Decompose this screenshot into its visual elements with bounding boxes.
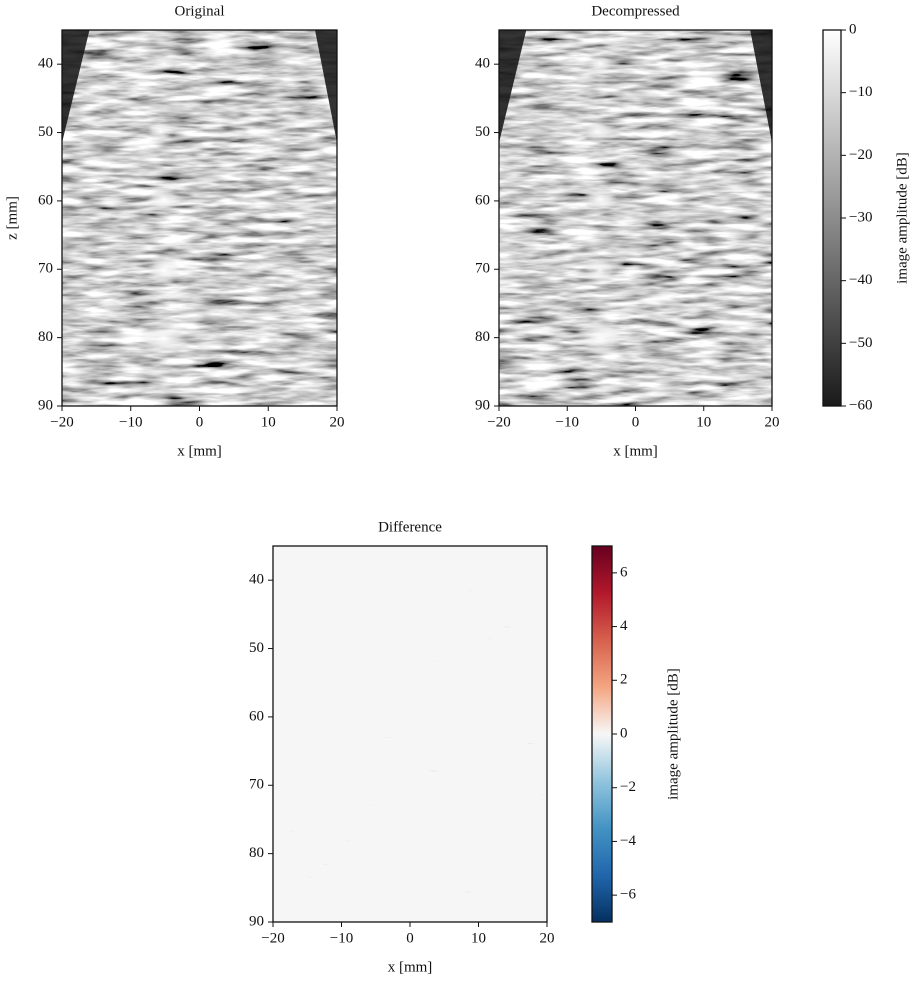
- x-tick-label: 20: [540, 930, 555, 946]
- y-tick-label: 90: [38, 397, 53, 413]
- colorbar-tick-label: −6: [620, 887, 636, 903]
- lesion: [576, 319, 625, 358]
- y-tick-label: 60: [38, 192, 53, 208]
- y-tick-label: 60: [249, 708, 264, 724]
- y-tick-label: 60: [475, 192, 490, 208]
- lesion: [583, 186, 618, 213]
- colorbar-tick-label: 0: [620, 725, 628, 741]
- y-tick-label: 80: [475, 329, 490, 345]
- colorbar-fill: [822, 29, 842, 407]
- panel-title: Decompressed: [591, 3, 680, 19]
- x-tick-label: 0: [406, 930, 414, 946]
- image-panel: −20 −10 0 10 20 40 50 60 70 80 90 Original x [mm] z […: [4, 3, 344, 459]
- colorbar-tick-label: −20: [849, 147, 872, 163]
- colorbar: −6 −4 −2 0 2 4 6 image amplitude [dB]: [591, 545, 681, 923]
- lesion: [146, 186, 181, 213]
- colorbar-tick-label: 2: [620, 672, 628, 688]
- y-tick-label: 40: [475, 56, 490, 72]
- image-speckle: [62, 30, 337, 406]
- colorbar-tick-label: 6: [620, 564, 628, 580]
- x-tick-label: −20: [487, 414, 510, 430]
- y-tick-label: 70: [249, 777, 264, 793]
- x-tick-label: −20: [261, 930, 284, 946]
- colorbar-fill: [591, 545, 613, 923]
- image-panel: −20 −10 0 10 20 40 50 60 70 80 90 Decompressed x [mm…: [475, 3, 780, 459]
- lesion: [588, 55, 613, 72]
- image-speckle: [273, 546, 547, 922]
- y-tick-label: 50: [38, 124, 53, 140]
- y-tick-label: 70: [475, 261, 490, 277]
- colorbar-tick-label: −10: [849, 84, 872, 100]
- y-tick-label: 50: [249, 640, 264, 656]
- y-tick-label: 40: [249, 572, 264, 588]
- y-tick-label: 50: [475, 124, 490, 140]
- lesion: [146, 256, 181, 285]
- y-tick-label: 80: [38, 329, 53, 345]
- y-axis-label: z [mm]: [4, 196, 20, 240]
- lesion: [151, 55, 176, 72]
- x-tick-label: 10: [471, 930, 486, 946]
- y-tick-label: 70: [38, 261, 53, 277]
- y-tick-label: 90: [249, 913, 264, 929]
- x-tick-label: 0: [196, 414, 204, 430]
- colorbar-label: image amplitude [dB]: [665, 668, 681, 800]
- colorbar-tick-label: 4: [620, 618, 628, 634]
- x-tick-label: −10: [330, 930, 353, 946]
- panel-title: Original: [175, 3, 225, 19]
- colorbar-tick-label: 0: [849, 21, 857, 37]
- x-axis-label: x [mm]: [388, 959, 433, 975]
- x-tick-label: 20: [765, 414, 780, 430]
- colorbar-tick-label: −30: [849, 209, 872, 225]
- colorbar-tick-label: −50: [849, 335, 872, 351]
- x-tick-label: 10: [261, 414, 276, 430]
- x-tick-label: −20: [50, 414, 73, 430]
- x-tick-label: 0: [632, 414, 640, 430]
- colorbar-tick-label: −40: [849, 272, 872, 288]
- lesion: [583, 256, 618, 285]
- lesion: [147, 121, 175, 142]
- x-axis-label: x [mm]: [177, 443, 222, 459]
- image-speckle: [499, 30, 772, 406]
- image-panel: −20 −10 0 10 20 40 50 60 70 80 90 Difference x [mm]: [249, 519, 555, 975]
- x-tick-label: −10: [119, 414, 142, 430]
- lesion: [139, 319, 188, 358]
- x-axis-label: x [mm]: [613, 443, 658, 459]
- y-tick-label: 90: [475, 397, 490, 413]
- lesion: [583, 121, 612, 142]
- x-tick-label: −10: [556, 414, 579, 430]
- x-tick-label: 10: [696, 414, 711, 430]
- y-tick-label: 80: [249, 845, 264, 861]
- y-tick-label: 40: [38, 56, 53, 72]
- colorbar-label: image amplitude [dB]: [894, 152, 910, 284]
- colorbar-tick-label: −60: [849, 397, 872, 413]
- x-tick-label: 20: [330, 414, 345, 430]
- colorbar-tick-label: −4: [620, 833, 636, 849]
- colorbar: 0 −10 −20 −30 −40 −50 −60 image amplitude [dB]: [822, 21, 910, 413]
- colorbar-tick-label: −2: [620, 779, 636, 795]
- panel-title: Difference: [378, 519, 442, 535]
